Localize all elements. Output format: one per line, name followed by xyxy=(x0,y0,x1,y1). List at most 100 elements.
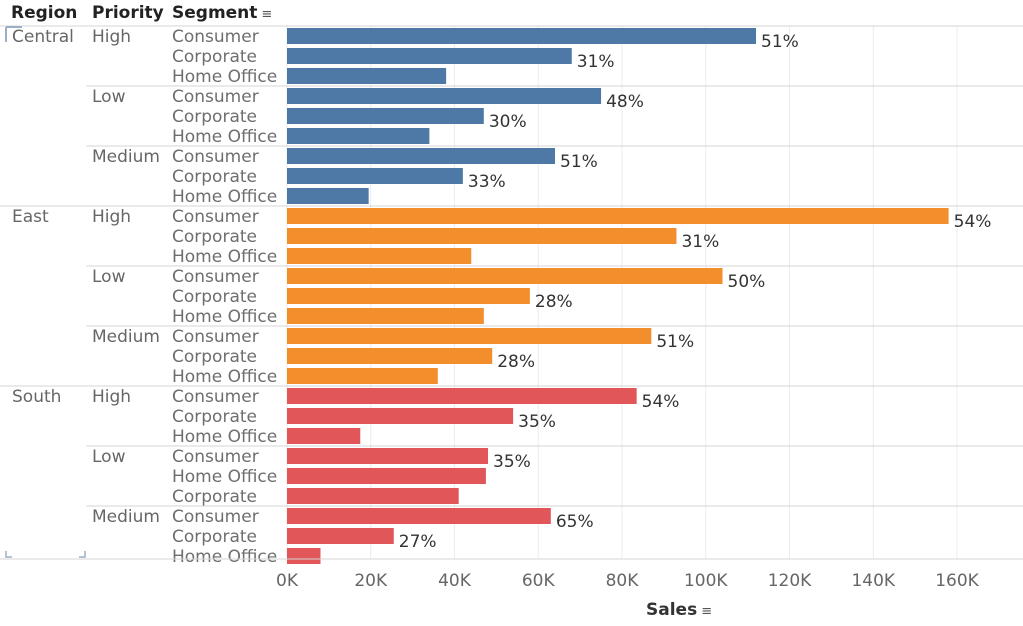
x-tick-label: 100K xyxy=(684,571,728,591)
sort-icon[interactable]: ≡ xyxy=(261,7,273,22)
segment-label: Home Office xyxy=(172,307,277,327)
bar xyxy=(287,228,677,244)
data-label: 33% xyxy=(468,172,506,192)
segment-header[interactable]: Segment ≡ xyxy=(172,3,272,23)
segment-label: Consumer xyxy=(172,327,259,347)
x-tick-label: 80K xyxy=(606,571,640,591)
bar xyxy=(287,128,430,144)
segment-label: Corporate xyxy=(172,527,257,547)
bar xyxy=(287,188,369,204)
data-label: 35% xyxy=(493,452,531,472)
data-label: 30% xyxy=(489,112,527,132)
segment-label: Corporate xyxy=(172,287,257,307)
segment-label: Home Office xyxy=(172,547,277,567)
priority-header-label: Priority xyxy=(92,3,164,23)
segment-label: Consumer xyxy=(172,207,259,227)
bar xyxy=(287,468,486,484)
bar xyxy=(287,448,488,464)
region-label: East xyxy=(12,207,49,227)
bar xyxy=(287,488,459,504)
bar xyxy=(287,308,484,324)
region-header-label: Region xyxy=(11,3,78,23)
segment-label: Corporate xyxy=(172,167,257,187)
bar xyxy=(287,148,555,164)
region-label: South xyxy=(12,387,61,407)
x-tick-label: 140K xyxy=(851,571,895,591)
segment-label: Corporate xyxy=(172,227,257,247)
segment-label: Consumer xyxy=(172,27,259,47)
bar xyxy=(287,528,394,544)
data-label: 28% xyxy=(497,352,535,372)
segment-header-label: Segment xyxy=(172,3,258,23)
segment-label: Home Office xyxy=(172,247,277,267)
data-label: 65% xyxy=(556,512,594,532)
bar xyxy=(287,28,756,44)
data-label: 28% xyxy=(535,292,573,312)
segment-label: Home Office xyxy=(172,67,277,87)
segment-label: Consumer xyxy=(172,147,259,167)
bar xyxy=(287,248,472,264)
bar xyxy=(287,368,438,384)
x-axis-title-label: Sales xyxy=(646,600,698,620)
bar xyxy=(287,328,652,344)
x-tick-label: 60K xyxy=(522,571,556,591)
bar xyxy=(287,428,361,444)
data-label: 31% xyxy=(681,232,719,252)
segment-label: Corporate xyxy=(172,487,257,507)
data-label: 31% xyxy=(577,52,615,72)
segment-label: Corporate xyxy=(172,347,257,367)
bar xyxy=(287,108,484,124)
bar xyxy=(287,348,493,364)
priority-header[interactable]: Priority xyxy=(92,3,164,23)
priority-label: Low xyxy=(92,447,126,467)
priority-label: Low xyxy=(92,267,126,287)
segment-label: Consumer xyxy=(172,447,259,467)
region-label: Central xyxy=(12,27,74,47)
priority-label: Low xyxy=(92,87,126,107)
selection-corner-icon xyxy=(5,26,22,42)
data-label: 51% xyxy=(761,32,799,52)
bar xyxy=(287,408,514,424)
segment-label: Corporate xyxy=(172,407,257,427)
segment-label: Home Office xyxy=(172,187,277,207)
data-label: 51% xyxy=(656,332,694,352)
data-label: 54% xyxy=(642,392,680,412)
bar xyxy=(287,68,447,84)
data-label: 27% xyxy=(399,532,437,552)
segment-label: Home Office xyxy=(172,367,277,387)
bar xyxy=(287,208,949,224)
x-tick-label: 120K xyxy=(768,571,812,591)
segment-label: Home Office xyxy=(172,127,277,147)
bar xyxy=(287,288,530,304)
x-sort-icon[interactable]: ≡ xyxy=(701,604,713,619)
data-label: 48% xyxy=(606,92,644,112)
segment-label: Home Office xyxy=(172,467,277,487)
priority-label: High xyxy=(92,27,131,47)
segment-label: Corporate xyxy=(172,107,257,127)
priority-label: Medium xyxy=(92,147,160,167)
bar xyxy=(287,88,602,104)
bar xyxy=(287,508,551,524)
bar xyxy=(287,548,321,564)
priority-label: Medium xyxy=(92,327,160,347)
segment-label: Corporate xyxy=(172,47,257,67)
x-tick-label: 20K xyxy=(354,571,388,591)
bar xyxy=(287,168,463,184)
region-header[interactable]: Region xyxy=(11,3,77,23)
segment-label: Consumer xyxy=(172,267,259,287)
bar xyxy=(287,48,572,64)
selection-corner-icon xyxy=(5,551,12,558)
x-tick-label: 0K xyxy=(276,571,299,591)
data-label: 51% xyxy=(560,152,598,172)
segment-label: Consumer xyxy=(172,387,259,407)
data-label: 54% xyxy=(954,212,992,232)
priority-label: High xyxy=(92,207,131,227)
segment-label: Consumer xyxy=(172,87,259,107)
bar xyxy=(287,268,723,284)
priority-label: Medium xyxy=(92,507,160,527)
data-label: 35% xyxy=(518,412,556,432)
data-label: 50% xyxy=(728,272,766,292)
x-axis-title[interactable]: Sales ≡ xyxy=(646,600,712,620)
x-tick-label: 40K xyxy=(438,571,472,591)
